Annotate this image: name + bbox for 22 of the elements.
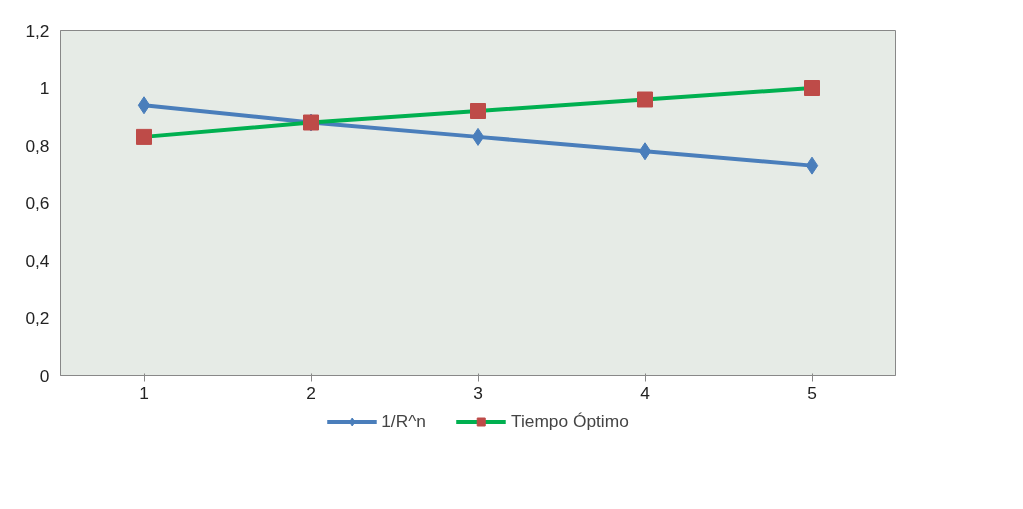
y-tick-label: 0,4 — [25, 250, 50, 271]
x-tick-label: 4 — [640, 382, 651, 403]
point — [638, 142, 652, 161]
point — [804, 80, 820, 96]
x-tick-label: 2 — [306, 382, 316, 403]
point — [637, 91, 653, 108]
point — [471, 127, 485, 146]
legend-label: 1/R^n — [381, 410, 426, 432]
x-tick-label: 1 — [139, 382, 149, 403]
x-tick-label: 3 — [473, 382, 483, 403]
x-tick-label: 5 — [807, 382, 817, 403]
legend-label: Tiempo Óptimo — [510, 410, 629, 432]
point — [470, 103, 486, 119]
y-tick-label: 0,2 — [25, 308, 50, 328]
point — [137, 96, 151, 115]
y-tick-label: 0,8 — [25, 135, 50, 156]
y-tick-label: 1,2 — [25, 20, 50, 41]
y-tick-label: 1 — [39, 78, 50, 98]
y-tick-label: 0 — [39, 365, 50, 386]
point — [805, 156, 819, 175]
point — [136, 128, 152, 145]
y-tick-label: 0,6 — [25, 193, 50, 213]
